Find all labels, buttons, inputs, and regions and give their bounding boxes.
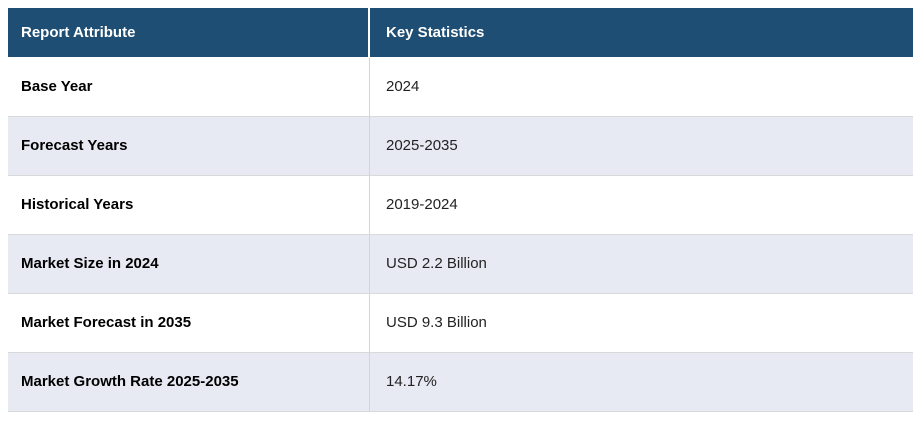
attribute-cell: Market Growth Rate 2025-2035 [8, 353, 370, 411]
table-row-historical-years: Historical Years 2019-2024 [8, 176, 913, 235]
table-row-market-size-2024: Market Size in 2024 USD 2.2 Billion [8, 235, 913, 294]
report-statistics-table: Report Attribute Key Statistics Base Yea… [8, 8, 913, 412]
value-cell: 2024 [386, 78, 420, 95]
value-cell: 14.17% [386, 373, 437, 390]
table-header-row: Report Attribute Key Statistics [8, 8, 913, 58]
attribute-cell: Base Year [8, 58, 370, 116]
table-row-market-forecast-2035: Market Forecast in 2035 USD 9.3 Billion [8, 294, 913, 353]
table-row-base-year: Base Year 2024 [8, 58, 913, 117]
attribute-cell: Historical Years [8, 176, 370, 234]
column-header-key-statistics: Key Statistics [386, 23, 485, 41]
value-cell: 2025-2035 [386, 137, 458, 154]
value-cell: 2019-2024 [386, 196, 458, 213]
value-cell: USD 2.2 Billion [386, 255, 487, 272]
attribute-cell: Market Forecast in 2035 [8, 294, 370, 352]
attribute-cell: Market Size in 2024 [8, 235, 370, 293]
table-row-market-growth-rate: Market Growth Rate 2025-2035 14.17% [8, 353, 913, 412]
attribute-cell: Forecast Years [8, 117, 370, 175]
table-row-forecast-years: Forecast Years 2025-2035 [8, 117, 913, 176]
value-cell: USD 9.3 Billion [386, 314, 487, 331]
column-header-report-attribute: Report Attribute [8, 8, 370, 57]
